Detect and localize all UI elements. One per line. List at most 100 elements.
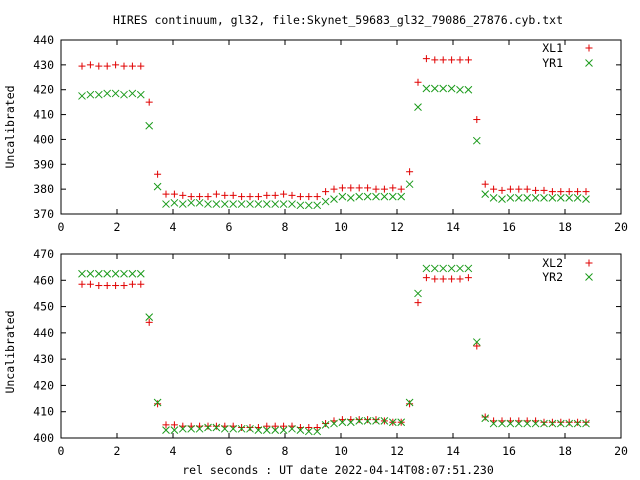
lower-point-yr2-b xyxy=(397,418,406,427)
upper-point-yr1-b xyxy=(573,193,582,202)
lower-point-yr2-b xyxy=(573,419,582,428)
lower-point-yr2-b xyxy=(78,269,86,278)
lower-point-yr2-b xyxy=(204,423,212,432)
lower-point-xl2 xyxy=(271,422,279,430)
lower-point-xl2 xyxy=(112,282,120,290)
upper-point-yr1 xyxy=(514,193,523,202)
upper-x-tick-label: 20 xyxy=(614,220,628,234)
upper-y-tick-label: 420 xyxy=(33,83,54,97)
lower-point-xl2 xyxy=(372,416,380,424)
lower-point-yr2-b xyxy=(531,419,540,428)
lower-point-yr2 xyxy=(145,313,154,321)
lower-point-yr2-b xyxy=(162,426,170,434)
upper-point-yr1-b xyxy=(86,90,95,99)
lower-point-xl2 xyxy=(86,280,94,288)
upper-point-xl1 xyxy=(380,185,388,193)
lower-point-yr2-b xyxy=(254,426,263,434)
lower-point-yr2 xyxy=(380,417,389,425)
upper-x-tick-label: 0 xyxy=(58,220,65,234)
upper-point-yr1 xyxy=(321,197,330,206)
lower-point-yr2-b xyxy=(178,424,187,433)
upper-point-xl1 xyxy=(246,193,254,201)
lower-point-yr2-b xyxy=(447,264,456,273)
lower-point-yr2 xyxy=(204,423,212,432)
lower-point-yr2-b xyxy=(304,427,313,436)
lower-point-yr2 xyxy=(372,417,380,425)
lower-point-yr2-b xyxy=(380,417,389,425)
upper-point-yr1-b xyxy=(388,192,397,201)
lower-x-tick-label: 16 xyxy=(502,444,516,458)
upper-point-xl1 xyxy=(196,193,204,201)
upper-point-xl1 xyxy=(313,193,321,201)
upper-point-yr1-b xyxy=(531,193,540,202)
upper-point-xl1 xyxy=(254,193,262,201)
lower-point-yr2-b xyxy=(262,426,271,434)
upper-point-yr1-b xyxy=(120,90,128,99)
lower-point-xl2 xyxy=(422,274,430,282)
lower-point-xl2 xyxy=(128,280,136,288)
lower-point-xl2 xyxy=(574,418,582,426)
lower-point-yr2 xyxy=(447,264,456,273)
upper-point-xl1 xyxy=(95,62,103,70)
lower-point-xl2 xyxy=(557,418,565,426)
upper-point-xl1 xyxy=(137,62,145,70)
lower-point-yr2 xyxy=(321,421,330,429)
lower-point-yr2 xyxy=(514,419,523,428)
upper-point-xl1 xyxy=(271,191,279,199)
upper-point-yr1 xyxy=(565,193,574,202)
upper-point-yr1 xyxy=(380,192,389,201)
upper-point-xl1 xyxy=(557,188,565,196)
lower-x-tick-label: 12 xyxy=(390,444,404,458)
upper-point-yr1 xyxy=(540,193,548,202)
lower-point-yr2-b xyxy=(288,424,296,433)
lower-point-yr2-b xyxy=(405,398,414,407)
upper-point-yr1 xyxy=(279,200,288,208)
upper-point-yr1-b xyxy=(103,89,112,98)
upper-point-yr1-b xyxy=(447,84,456,93)
lower-point-xl2 xyxy=(162,421,170,429)
lower-point-yr2 xyxy=(288,424,296,433)
upper-point-yr1-b xyxy=(321,197,330,206)
lower-point-yr2-b xyxy=(94,269,103,278)
lower-y-tick-label: 410 xyxy=(33,405,54,419)
upper-legend-marker-2-b xyxy=(585,59,593,67)
lower-point-xl2 xyxy=(431,275,439,283)
upper-point-yr1-b xyxy=(145,121,154,130)
lower-point-yr2 xyxy=(103,269,112,278)
upper-point-yr1-b xyxy=(372,192,380,201)
lower-point-yr2-b xyxy=(372,417,380,425)
upper-point-xl1 xyxy=(128,62,136,70)
upper-point-yr1-b xyxy=(338,192,347,201)
upper-x-tick-label: 10 xyxy=(334,220,348,234)
lower-x-tick-label: 4 xyxy=(170,444,177,458)
lower-point-yr2-b xyxy=(170,426,179,434)
upper-point-xl1 xyxy=(170,190,178,198)
upper-point-yr1-b xyxy=(237,200,246,208)
lower-series-yr2 xyxy=(78,264,590,436)
lower-x-tick-label: 2 xyxy=(114,444,121,458)
lower-point-yr2 xyxy=(582,419,590,428)
upper-point-yr1 xyxy=(531,193,540,202)
lower-point-yr2 xyxy=(472,338,481,346)
lower-point-yr2-b xyxy=(464,264,473,273)
upper-point-xl1 xyxy=(179,191,187,199)
upper-point-yr1-b xyxy=(136,90,145,99)
upper-point-yr1-b xyxy=(523,193,532,202)
lower-point-xl2 xyxy=(565,418,573,426)
upper-point-xl1 xyxy=(305,193,313,201)
lower-point-yr2-b xyxy=(498,419,506,428)
upper-point-yr1-b xyxy=(464,85,473,94)
upper-point-yr1-b xyxy=(498,195,506,203)
lower-point-yr2 xyxy=(388,418,397,427)
upper-point-yr1-b xyxy=(204,200,212,208)
upper-point-yr1-b xyxy=(514,193,523,202)
upper-point-yr1 xyxy=(304,201,313,210)
upper-point-yr1-b xyxy=(540,193,548,202)
lower-point-yr2 xyxy=(178,424,187,433)
upper-legend-marker-2 xyxy=(585,59,593,67)
lower-point-xl2 xyxy=(145,318,153,326)
lower-point-yr2-b xyxy=(582,419,590,428)
upper-point-yr1-b xyxy=(380,192,389,201)
upper-point-yr1 xyxy=(262,200,271,208)
